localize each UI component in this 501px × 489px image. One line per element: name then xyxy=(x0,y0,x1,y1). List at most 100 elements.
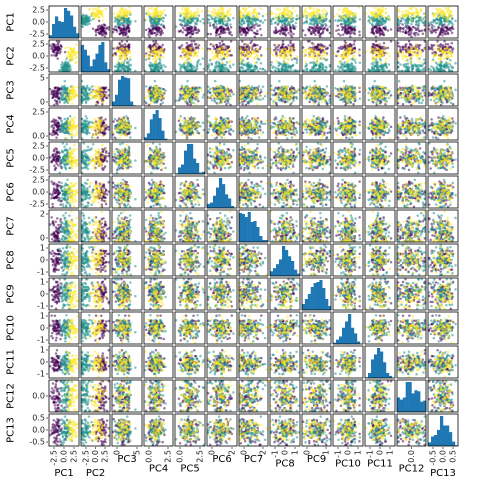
point-PC1-PC9-167 xyxy=(308,14,311,17)
point-PC2-PC7-58 xyxy=(249,42,252,45)
point-PC1-PC9-58 xyxy=(311,27,314,30)
point-PC2-PC8-152 xyxy=(290,46,293,49)
point-PC2-PC3-177 xyxy=(120,58,123,61)
point-PC2-PC9-95 xyxy=(322,68,325,71)
point-PC2-PC6-134 xyxy=(218,54,221,57)
point-PC1-PC6-110 xyxy=(229,19,232,22)
point-PC1-PC10-54 xyxy=(344,30,347,32)
point-PC1-PC13-99 xyxy=(451,18,454,21)
point-PC3-PC2-177 xyxy=(92,95,95,98)
point-PC2-PC10-133 xyxy=(358,52,361,55)
point-PC1-PC9-147 xyxy=(313,8,316,11)
point-PC2-PC4-177 xyxy=(147,58,150,61)
point-PC1-PC10-53 xyxy=(358,34,361,37)
point-PC2-PC3-113 xyxy=(129,68,132,71)
point-PC1-PC4-51 xyxy=(145,29,148,32)
point-PC1-PC6-120 xyxy=(207,14,210,17)
point-PC1-PC9-125 xyxy=(316,20,319,23)
point-PC1-PC4-80 xyxy=(153,25,156,28)
point-PC1-PC13-88 xyxy=(433,19,436,22)
point-PC1-PC13-101 xyxy=(436,22,439,25)
point-PC1-PC12-47 xyxy=(410,35,413,38)
point-PC2-PC6-11 xyxy=(210,43,213,46)
point-PC2-PC9-115 xyxy=(304,65,307,68)
point-PC2-PC11-127 xyxy=(381,65,384,68)
point-PC2-PC9-158 xyxy=(307,52,310,55)
point-PC1-PC6-34 xyxy=(230,26,233,29)
point-PC1-PC13-177 xyxy=(443,14,446,17)
point-PC2-PC8-99 xyxy=(271,66,274,69)
point-PC2-PC1-176 xyxy=(74,53,77,56)
point-PC2-PC1-142 xyxy=(64,47,67,50)
point-PC1-PC4-166 xyxy=(159,16,162,19)
point-PC2-PC11-163 xyxy=(370,50,373,53)
point-PC1-PC2-177 xyxy=(92,14,95,17)
point-PC2-PC6-65 xyxy=(226,61,229,64)
hist-bar-PC1-6 xyxy=(67,11,70,38)
point-PC1-PC6-100 xyxy=(209,22,212,25)
point-PC1-PC12-169 xyxy=(401,11,404,14)
point-PC1-PC9-94 xyxy=(324,23,327,26)
point-PC2-PC8-58 xyxy=(289,42,292,45)
point-PC2-PC11-176 xyxy=(382,53,385,56)
point-PC1-PC10-94 xyxy=(341,23,344,26)
point-PC2-PC1-174 xyxy=(73,50,76,53)
point-PC1-PC4-56 xyxy=(158,27,161,30)
point-PC1-PC13-115 xyxy=(430,21,433,24)
point-PC2-PC7-169 xyxy=(248,51,251,54)
point-PC1-PC11-45 xyxy=(387,29,390,32)
hist-bar-PC2-6 xyxy=(98,45,101,72)
point-PC2-PC9-169 xyxy=(314,51,317,54)
point-PC1-PC10-175 xyxy=(347,15,350,17)
point-PC2-PC6-113 xyxy=(217,68,220,71)
point-PC3-PC1-170 xyxy=(70,98,73,101)
point-PC1-PC3-155 xyxy=(118,18,121,21)
point-PC2-PC4-158 xyxy=(160,52,163,55)
point-PC3-PC4-68 xyxy=(145,85,148,88)
point-PC2-PC9-147 xyxy=(313,43,316,46)
point-PC1-PC11-129 xyxy=(376,24,379,27)
point-PC1-PC8-99 xyxy=(271,18,274,21)
point-PC1-PC6-172 xyxy=(214,12,217,15)
point-PC2-PC7-130 xyxy=(254,62,257,64)
point-PC2-PC7-175 xyxy=(239,53,242,56)
point-PC1-PC5-175 xyxy=(194,15,197,17)
point-PC3-PC4-168 xyxy=(162,93,165,96)
hist-bar-PC3-0 xyxy=(112,102,115,107)
point-PC1-PC8-65 xyxy=(270,23,273,26)
point-PC2-PC8-17 xyxy=(277,48,280,51)
point-PC1-PC11-124 xyxy=(368,15,371,18)
point-PC1-PC5-52 xyxy=(187,30,190,33)
point-PC3-PC1-80 xyxy=(58,91,61,94)
point-PC1-PC6-128 xyxy=(218,20,221,23)
point-PC2-PC4-122 xyxy=(160,68,163,71)
point-PC3-PC1-56 xyxy=(57,88,60,91)
point-PC1-PC2-120 xyxy=(85,14,88,17)
point-PC2-PC8-122 xyxy=(290,68,293,71)
point-PC1-PC9-163 xyxy=(324,12,327,15)
point-PC1-PC6-175 xyxy=(222,15,225,17)
point-PC1-PC5-5 xyxy=(181,31,184,34)
point-PC1-PC2-57 xyxy=(98,24,101,27)
point-PC1-PC2-152 xyxy=(102,16,105,19)
point-PC2-PC9-171 xyxy=(311,48,314,51)
point-PC1-PC6-176 xyxy=(221,8,224,11)
point-PC3-PC2-68 xyxy=(91,85,94,88)
point-PC1-PC5-80 xyxy=(189,25,192,28)
hist-bar-PC2-5 xyxy=(96,54,99,72)
point-PC2-PC11-116 xyxy=(381,67,384,70)
point-PC1-PC10-155 xyxy=(340,18,343,21)
point-PC1-PC3-134 xyxy=(113,12,116,15)
point-PC2-PC6-34 xyxy=(230,40,233,43)
point-PC2-PC13-170 xyxy=(433,60,436,63)
point-PC1-PC4-171 xyxy=(151,14,154,17)
point-PC1-PC9-74 xyxy=(309,23,312,26)
point-PC1-PC11-128 xyxy=(377,20,380,23)
point-PC1-PC8-43 xyxy=(285,29,288,32)
point-PC2-PC6-115 xyxy=(214,65,217,68)
point-PC1-PC10-118 xyxy=(359,18,362,21)
point-PC1-PC5-177 xyxy=(187,14,190,17)
point-PC2-PC13-145 xyxy=(434,48,437,51)
point-PC2-PC8-127 xyxy=(290,65,293,68)
point-PC1-PC12-56 xyxy=(402,27,405,30)
